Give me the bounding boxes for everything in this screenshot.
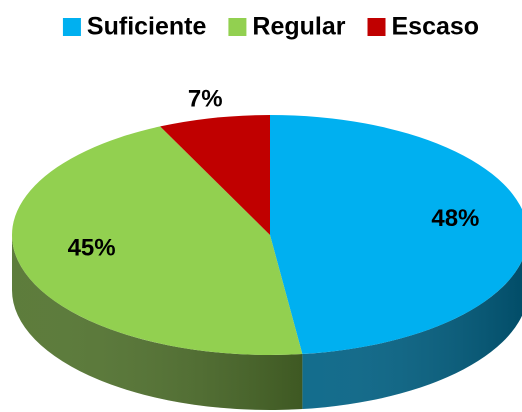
pie-slice: [270, 115, 522, 355]
legend-label: Escaso: [392, 13, 480, 41]
pie-side-shade: [12, 235, 303, 411]
legend: Suficiente Regular Escaso: [62, 13, 480, 41]
data-label: 45%: [68, 234, 116, 261]
data-label: 48%: [431, 205, 479, 232]
legend-swatch: [228, 18, 247, 36]
legend-swatch: [62, 18, 81, 36]
pie-slice: [11, 126, 303, 356]
legend-swatch: [367, 18, 386, 36]
pie-side-shade: [302, 260, 522, 410]
data-label: 7%: [188, 86, 223, 113]
pie-slice: [160, 115, 270, 235]
legend-label: Regular: [252, 13, 345, 41]
legend-label: Suficiente: [87, 13, 207, 41]
